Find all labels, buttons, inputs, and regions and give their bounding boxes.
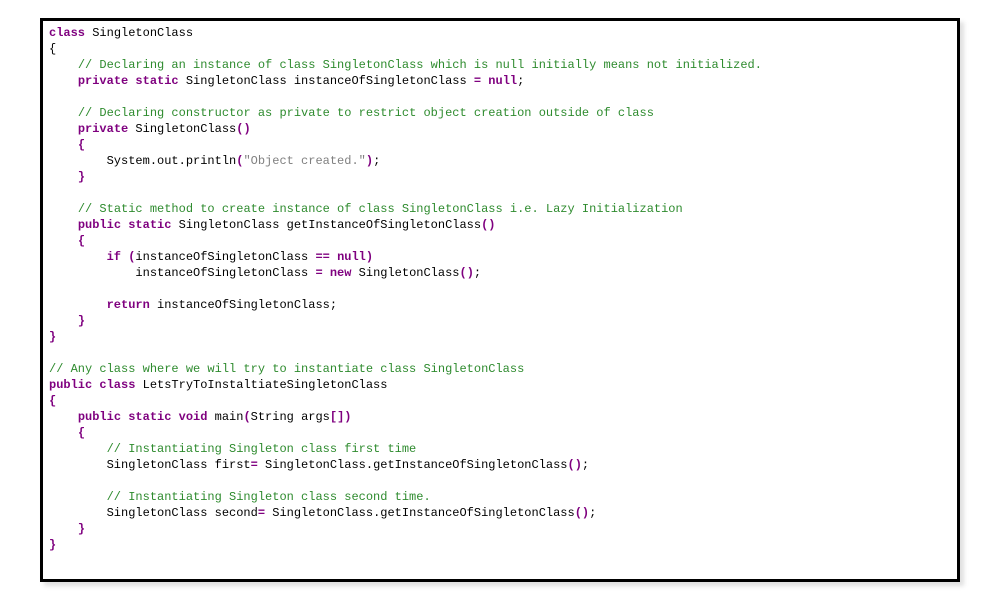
code-token: () xyxy=(575,506,589,520)
code-token: "Object created." xyxy=(243,154,365,168)
code-token xyxy=(49,490,107,504)
code-token: () xyxy=(568,458,582,472)
code-block: class SingletonClass { // Declaring an i… xyxy=(43,21,957,557)
code-token: ( xyxy=(243,410,250,424)
code-token: class xyxy=(49,26,85,40)
code-token: System.out.println xyxy=(49,154,236,168)
code-token: SingletonClass second xyxy=(49,506,258,520)
screenshot-area: class SingletonClass { // Declaring an i… xyxy=(0,0,1000,600)
code-token xyxy=(49,314,78,328)
code-token xyxy=(49,298,107,312)
code-token xyxy=(49,522,78,536)
code-token: SingletonClass xyxy=(351,266,459,280)
code-token xyxy=(49,234,78,248)
code-token: () xyxy=(460,266,474,280)
code-token: instanceOfSingletonClass xyxy=(49,266,315,280)
code-token xyxy=(330,250,337,264)
code-token: == xyxy=(315,250,329,264)
code-token xyxy=(49,426,78,440)
code-token: = xyxy=(474,74,481,88)
code-token: } xyxy=(49,538,56,552)
code-token xyxy=(49,170,78,184)
code-token: ) xyxy=(366,250,373,264)
code-token xyxy=(49,122,78,136)
code-token: public static void xyxy=(78,410,208,424)
code-token: ; xyxy=(373,154,380,168)
code-token: SingletonClass.getInstanceOfSingletonCla… xyxy=(258,458,568,472)
code-token: () xyxy=(481,218,495,232)
code-token: // Declaring an instance of class Single… xyxy=(78,58,762,72)
code-token: null xyxy=(337,250,366,264)
code-token: instanceOfSingletonClass xyxy=(135,250,315,264)
code-token: = xyxy=(315,266,322,280)
code-token: { xyxy=(78,138,85,152)
code-token: main xyxy=(207,410,243,424)
code-token xyxy=(49,58,78,72)
code-token: { xyxy=(49,42,56,56)
code-token: { xyxy=(78,234,85,248)
code-token: null xyxy=(488,74,517,88)
code-frame: class SingletonClass { // Declaring an i… xyxy=(40,18,960,582)
code-token: ; xyxy=(582,458,589,472)
code-token xyxy=(49,218,78,232)
code-token: { xyxy=(78,426,85,440)
code-token: // Declaring constructor as private to r… xyxy=(78,106,654,120)
code-token: } xyxy=(78,170,85,184)
code-token: ; xyxy=(517,74,524,88)
code-token: private xyxy=(78,122,128,136)
code-token xyxy=(49,74,78,88)
code-token: SingletonClass xyxy=(85,26,193,40)
code-token: } xyxy=(78,314,85,328)
code-token: () xyxy=(236,122,250,136)
code-token xyxy=(49,410,78,424)
code-token: // Any class where we will try to instan… xyxy=(49,362,524,376)
code-token xyxy=(49,106,78,120)
code-token: LetsTryToInstaltiateSingletonClass xyxy=(135,378,387,392)
code-token: if xyxy=(107,250,121,264)
code-token: SingletonClass first xyxy=(49,458,251,472)
code-token: ; xyxy=(589,506,596,520)
code-token: = xyxy=(251,458,258,472)
code-token: []) xyxy=(330,410,352,424)
code-token xyxy=(49,138,78,152)
code-token xyxy=(323,266,330,280)
code-token: SingletonClass instanceOfSingletonClass xyxy=(179,74,474,88)
code-token: SingletonClass getInstanceOfSingletonCla… xyxy=(171,218,481,232)
code-token: ; xyxy=(474,266,481,280)
code-token: // Static method to create instance of c… xyxy=(78,202,683,216)
code-token: = xyxy=(258,506,265,520)
code-token: // Instantiating Singleton class second … xyxy=(107,490,431,504)
code-token: } xyxy=(49,330,56,344)
code-token: return xyxy=(107,298,150,312)
code-token: private static xyxy=(78,74,179,88)
code-token xyxy=(49,202,78,216)
code-token: // Instantiating Singleton class first t… xyxy=(107,442,417,456)
code-token: String args xyxy=(251,410,330,424)
code-token: { xyxy=(49,394,56,408)
code-token xyxy=(49,442,107,456)
code-token: instanceOfSingletonClass; xyxy=(150,298,337,312)
code-token: SingletonClass xyxy=(128,122,236,136)
code-token xyxy=(49,250,107,264)
code-token: new xyxy=(330,266,352,280)
code-token: public static xyxy=(78,218,172,232)
code-token: public class xyxy=(49,378,135,392)
code-token: ) xyxy=(366,154,373,168)
code-token: SingletonClass.getInstanceOfSingletonCla… xyxy=(265,506,575,520)
code-token: } xyxy=(78,522,85,536)
